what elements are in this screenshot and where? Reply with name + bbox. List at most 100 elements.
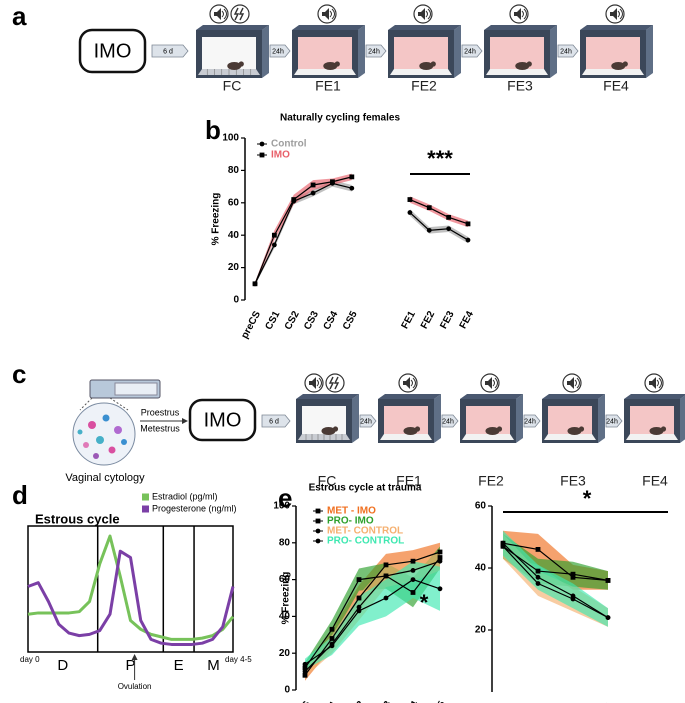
legend-label: MET- CONTROL	[327, 526, 403, 537]
marker	[426, 227, 432, 233]
marker	[383, 573, 389, 579]
stage-label: FE4	[603, 78, 629, 94]
chart-title: Estrous cycle at trauma	[309, 483, 422, 494]
marker	[302, 665, 308, 671]
mouse	[485, 427, 500, 435]
marker	[605, 615, 611, 620]
marker	[356, 608, 362, 614]
panel-label: e	[278, 483, 292, 513]
mouse-head	[622, 61, 628, 67]
marker	[570, 571, 576, 577]
sound-wave	[574, 377, 580, 389]
cell	[102, 414, 110, 422]
y-tick-label: 80	[228, 165, 240, 176]
cell	[121, 439, 127, 445]
legend-swatch	[142, 505, 149, 513]
stage-label: FC	[223, 78, 242, 94]
phase-label: D	[57, 657, 68, 674]
marker	[426, 205, 432, 211]
speaker-icon	[403, 377, 410, 389]
stage-label: FC	[318, 473, 337, 489]
panel-label: c	[12, 359, 26, 389]
series-line	[304, 578, 441, 665]
marker	[291, 197, 297, 202]
speaker-icon	[214, 8, 221, 20]
mouse	[611, 62, 626, 70]
cage-side	[550, 25, 557, 78]
stage-label: FE2	[411, 78, 437, 94]
panel-label: a	[12, 1, 27, 31]
event-label: Ovulation	[118, 682, 152, 691]
y-tick-label: 40	[475, 563, 487, 574]
marker	[329, 636, 335, 641]
hormone-curve	[27, 549, 235, 646]
interval-label: 24h	[560, 48, 572, 55]
cage-side	[454, 25, 461, 78]
speaker-icon	[322, 8, 329, 20]
cage-floor	[294, 69, 356, 75]
phase-label: Proestrus	[141, 407, 180, 417]
x-tick-label: CS5	[429, 699, 448, 703]
x-tick-label: CS2	[348, 699, 367, 703]
legend-label: PRO- IMO	[327, 516, 374, 527]
marker	[535, 574, 541, 580]
legend-label: IMO	[271, 150, 290, 161]
panel-label: d	[12, 480, 28, 510]
mouse	[515, 62, 530, 70]
sound-wave	[316, 377, 322, 389]
y-tick-label: 0	[284, 685, 290, 696]
sound-wave	[329, 8, 335, 20]
interval-arrow	[269, 44, 291, 58]
cell	[77, 429, 83, 435]
marker	[356, 595, 362, 601]
marker	[410, 577, 416, 582]
marker	[535, 581, 541, 586]
interval-label: 24h	[524, 418, 536, 425]
marker	[383, 595, 389, 601]
y-tick-label: 60	[475, 501, 487, 512]
mouse-head	[660, 426, 667, 432]
marker	[535, 547, 541, 552]
marker	[437, 586, 443, 592]
cage-side	[262, 25, 269, 78]
interval-label: 24h	[606, 418, 618, 425]
marker	[410, 558, 416, 564]
marker	[252, 281, 258, 287]
sound-wave	[410, 377, 416, 389]
cage-floor	[582, 69, 644, 75]
marker	[330, 179, 335, 185]
cage-floor	[626, 434, 678, 440]
cage-top	[196, 25, 269, 30]
legend-label: PRO- CONTROL	[327, 536, 404, 547]
marker	[605, 578, 611, 583]
error-band	[409, 209, 468, 244]
panel-label: b	[205, 115, 221, 145]
cage-top	[484, 25, 557, 30]
series-line	[502, 542, 609, 619]
marker	[410, 568, 416, 573]
x-tick-label: CS3	[375, 699, 394, 703]
marker	[410, 590, 416, 595]
shock-icon	[238, 7, 245, 21]
stage-label: FE3	[507, 78, 533, 94]
phase-label: P	[125, 657, 135, 674]
marker	[465, 221, 471, 227]
phase-label: Metestrus	[140, 423, 180, 433]
cell	[96, 436, 104, 444]
series-line	[502, 545, 609, 619]
interval-arrow	[605, 414, 623, 428]
cell	[114, 426, 122, 434]
cage-top	[378, 394, 441, 399]
cage-top	[580, 25, 653, 30]
error-band	[255, 173, 352, 286]
mouse	[227, 62, 242, 70]
x-tick-label: CS4	[322, 309, 341, 332]
interval-label: 24h	[272, 48, 284, 55]
marker	[302, 672, 308, 678]
arrowhead	[182, 418, 188, 424]
chart-title: Estrous cycle	[35, 511, 120, 526]
interval-label: 6 d	[269, 418, 279, 425]
marker	[535, 568, 541, 574]
marker	[407, 197, 413, 202]
speaker-icon	[418, 8, 425, 20]
